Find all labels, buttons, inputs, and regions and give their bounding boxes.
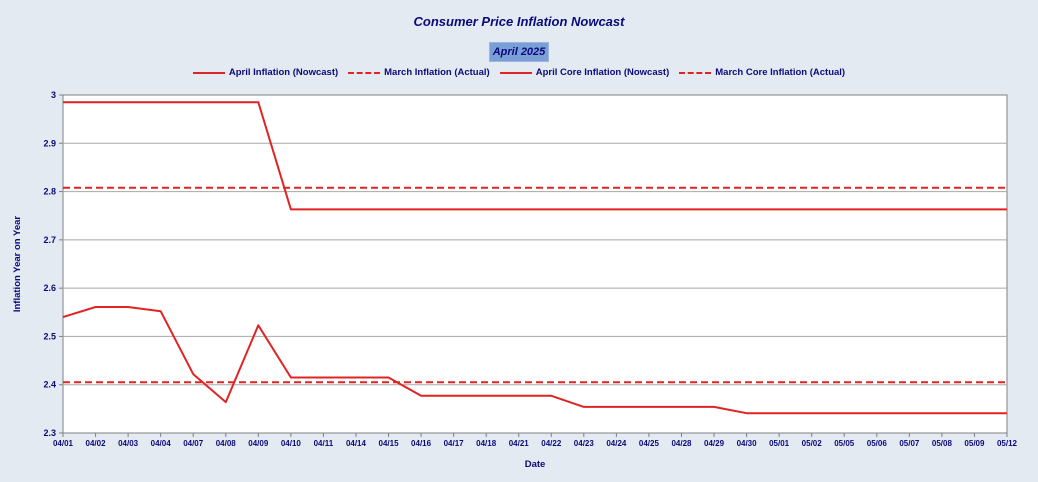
x-tick-label: 04/03 (118, 439, 139, 448)
x-tick-label: 04/23 (574, 439, 595, 448)
x-tick-label: 04/17 (444, 439, 465, 448)
legend-swatch-solid (192, 71, 225, 74)
legend-label: April Core Inflation (Nowcast) (535, 67, 670, 78)
y-tick-label: 2.6 (43, 283, 56, 293)
x-tick-label: 04/01 (53, 439, 74, 448)
x-tick-label: 04/30 (737, 439, 758, 448)
x-tick-label: 05/09 (964, 439, 985, 448)
x-tick-label: 04/21 (509, 439, 530, 448)
x-tick-label: 04/25 (639, 439, 660, 448)
legend-label: April Inflation (Nowcast) (228, 67, 339, 78)
legend-item-april-inflation: April Inflation (Nowcast) (192, 67, 339, 78)
x-tick-label: 04/11 (314, 439, 334, 448)
y-tick-label: 2.3 (43, 428, 56, 438)
y-tick-label: 2.4 (43, 380, 56, 390)
legend-label: March Core Inflation (Actual) (715, 67, 846, 78)
legend-swatch-solid (499, 71, 532, 74)
legend-swatch-dashed (679, 71, 712, 74)
x-tick-label: 05/08 (932, 439, 953, 448)
x-tick-label: 04/09 (248, 439, 269, 448)
x-tick-label: 05/05 (834, 439, 855, 448)
y-tick-label: 3 (51, 90, 56, 100)
x-tick-label: 05/06 (867, 439, 888, 448)
y-tick-label: 2.8 (43, 187, 56, 197)
x-tick-label: 05/12 (997, 439, 1018, 448)
x-tick-label: 04/14 (346, 439, 367, 448)
x-tick-label: 04/10 (281, 439, 302, 448)
plot-area (62, 94, 1008, 434)
chart-subtitle: April 2025 (488, 42, 550, 62)
x-tick-label: 05/07 (899, 439, 920, 448)
y-tick-label: 2.7 (43, 235, 56, 245)
legend-label: March Inflation (Actual) (384, 67, 490, 78)
x-tick-label: 04/18 (476, 439, 497, 448)
x-tick-label: 05/01 (769, 439, 790, 448)
x-tick-label: 04/04 (151, 439, 172, 448)
chart-title: Consumer Price Inflation Nowcast (413, 14, 625, 29)
x-tick-label: 04/24 (606, 439, 627, 448)
x-tick-label: 04/07 (183, 439, 204, 448)
x-tick-label: 04/29 (704, 439, 725, 448)
series-line-1 (63, 101, 1007, 211)
x-tick-label: 04/22 (541, 439, 562, 448)
y-tick-label: 2.5 (43, 331, 56, 341)
y-axis-label: Inflation Year on Year (12, 216, 23, 313)
legend-item-april-core-inflation: April Core Inflation (Nowcast) (499, 67, 670, 78)
x-tick-label: 05/02 (802, 439, 823, 448)
x-tick-label: 04/15 (379, 439, 400, 448)
x-axis-label: Date (525, 459, 546, 470)
x-tick-label: 04/08 (216, 439, 237, 448)
legend-swatch-dashed (348, 71, 381, 74)
legend-item-march-core-inflation: March Core Inflation (Actual) (679, 67, 845, 78)
legend-item-march-inflation: March Inflation (Actual) (348, 67, 490, 78)
x-tick-label: 04/16 (411, 439, 432, 448)
x-tick-label: 04/02 (86, 439, 107, 448)
x-tick-label: 04/28 (671, 439, 692, 448)
y-tick-label: 2.9 (43, 138, 56, 148)
legend: April Inflation (Nowcast) March Inflatio… (0, 67, 1038, 78)
series-line-3 (62, 306, 1007, 415)
